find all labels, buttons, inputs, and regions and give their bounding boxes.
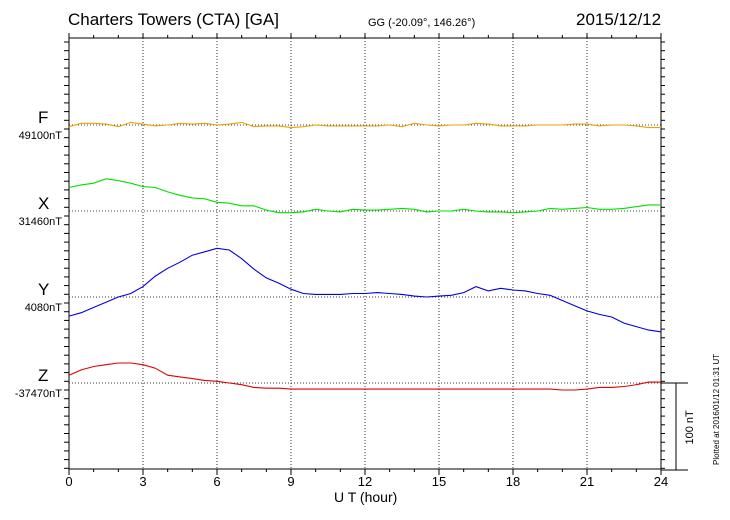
x-axis-label: U T (hour) [334,489,398,505]
x-tick-label: 0 [65,474,72,489]
x-tick-label: 21 [580,474,594,489]
series-baseline-z: -37470nT [14,388,62,400]
x-tick-label: 12 [358,474,372,489]
x-tick-label: 6 [213,474,220,489]
x-tick-label: 24 [654,474,668,489]
series-line-f [68,121,661,129]
x-tick-label: 18 [506,474,520,489]
series-baseline-f: 49100nT [18,130,62,142]
series-line-x [68,178,661,214]
chart-date: 2015/12/12 [576,10,662,29]
x-tick-label: 3 [139,474,146,489]
x-tick-label: 9 [287,474,294,489]
station-coordinates: GG (-20.09°, 146.26°) [368,17,476,29]
series-baseline-x: 31460nT [18,216,62,228]
chart-title: Charters Towers (CTA) [GA] [68,10,279,29]
series-line-z [68,362,661,391]
scale-bar-label: 100 nT [684,410,696,445]
plotted-timestamp: Plotted at 2016/01/12 01:31 UT [712,353,721,465]
series-baseline-y: 4080nT [24,302,62,314]
series-name-y: Y [38,280,50,299]
x-tick-label: 15 [432,474,446,489]
series-name-f: F [38,108,49,127]
series-line-y [68,247,662,333]
series-name-z: Z [38,366,49,385]
series-name-x: X [38,194,50,213]
